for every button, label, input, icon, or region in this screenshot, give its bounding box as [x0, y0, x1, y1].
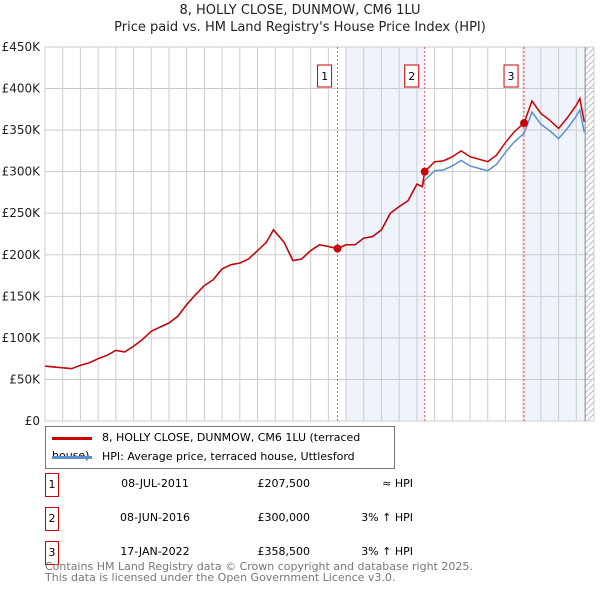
- sale-point: [420, 167, 429, 176]
- chart-title: 8, HOLLY CLOSE, DUNMOW, CM6 1LU: [179, 3, 421, 18]
- sale-price: £300,000: [257, 511, 311, 524]
- sale-hpi: ≈ HPI: [382, 477, 413, 490]
- shaded-period: [524, 47, 586, 421]
- shaded-period: [346, 47, 425, 421]
- chart-subtitle: Price paid vs. HM Land Registry's House …: [114, 20, 486, 35]
- legend: 8, HOLLY CLOSE, DUNMOW, CM6 1LU (terrace…: [45, 426, 395, 469]
- forecast-hatch: [585, 47, 594, 421]
- y-tick-label: £350K: [2, 123, 42, 137]
- y-tick-label: £100K: [2, 331, 42, 345]
- sale-date: 08-JUN-2016: [119, 511, 191, 524]
- plot: £0 £50K £100K £150K £200K £250K £300K £350K £400…: [2, 40, 595, 425]
- sale-marker-box: [404, 64, 420, 88]
- sale-hpi: 3% ↑ HPI: [361, 545, 413, 558]
- sale-row: 3 17-JAN-2022 £358,500 3% ↑ HPI: [45, 541, 465, 565]
- sale-hpi: 3% ↑ HPI: [361, 511, 413, 524]
- legend-label: HPI: Average price, terraced house, Uttl…: [102, 450, 355, 463]
- sale-marker-label: 1: [321, 70, 328, 83]
- sale-point: [520, 119, 529, 128]
- footer-line: This data is licensed under the Open Gov…: [45, 571, 396, 584]
- footer-line: Contains HM Land Registry data © Crown c…: [45, 560, 473, 573]
- sale-date: 08-JUL-2011: [121, 477, 189, 490]
- sale-marker-label: 2: [408, 70, 415, 83]
- y-tick-label: £400K: [2, 82, 42, 96]
- sale-price: £358,500: [257, 545, 311, 558]
- sale-price: £207,500: [257, 477, 311, 490]
- sale-marker: 1: [45, 473, 59, 497]
- y-tick-label: £250K: [2, 206, 42, 220]
- sale-marker-label: 3: [508, 70, 515, 83]
- y-tick-label: £300K: [2, 165, 42, 179]
- sale-marker: 3: [45, 541, 59, 565]
- legend-item-hpi: HPI: Average price, terraced house, Uttl…: [52, 448, 355, 466]
- y-tick-label: £450K: [2, 40, 42, 54]
- sale-row: 1 08-JUL-2011 £207,500 ≈ HPI: [45, 473, 465, 497]
- y-tick-label: £200K: [2, 248, 42, 262]
- sale-marker-box: [317, 64, 333, 88]
- price-line: [44, 96, 585, 370]
- legend-item-property: 8, HOLLY CLOSE, DUNMOW, CM6 1LU (terrace…: [52, 429, 394, 462]
- y-tick-label: £50K: [9, 372, 41, 386]
- sale-marker-box: [503, 64, 519, 88]
- sale-date: 17-JAN-2022: [120, 545, 190, 558]
- sale-point: [333, 244, 342, 253]
- y-tick-label: £0: [25, 414, 40, 425]
- sale-row: 2 08-JUN-2016 £300,000 3% ↑ HPI: [45, 507, 465, 531]
- hpi-line: [44, 107, 585, 370]
- y-tick-label: £150K: [2, 289, 42, 303]
- sale-marker: 2: [45, 507, 59, 531]
